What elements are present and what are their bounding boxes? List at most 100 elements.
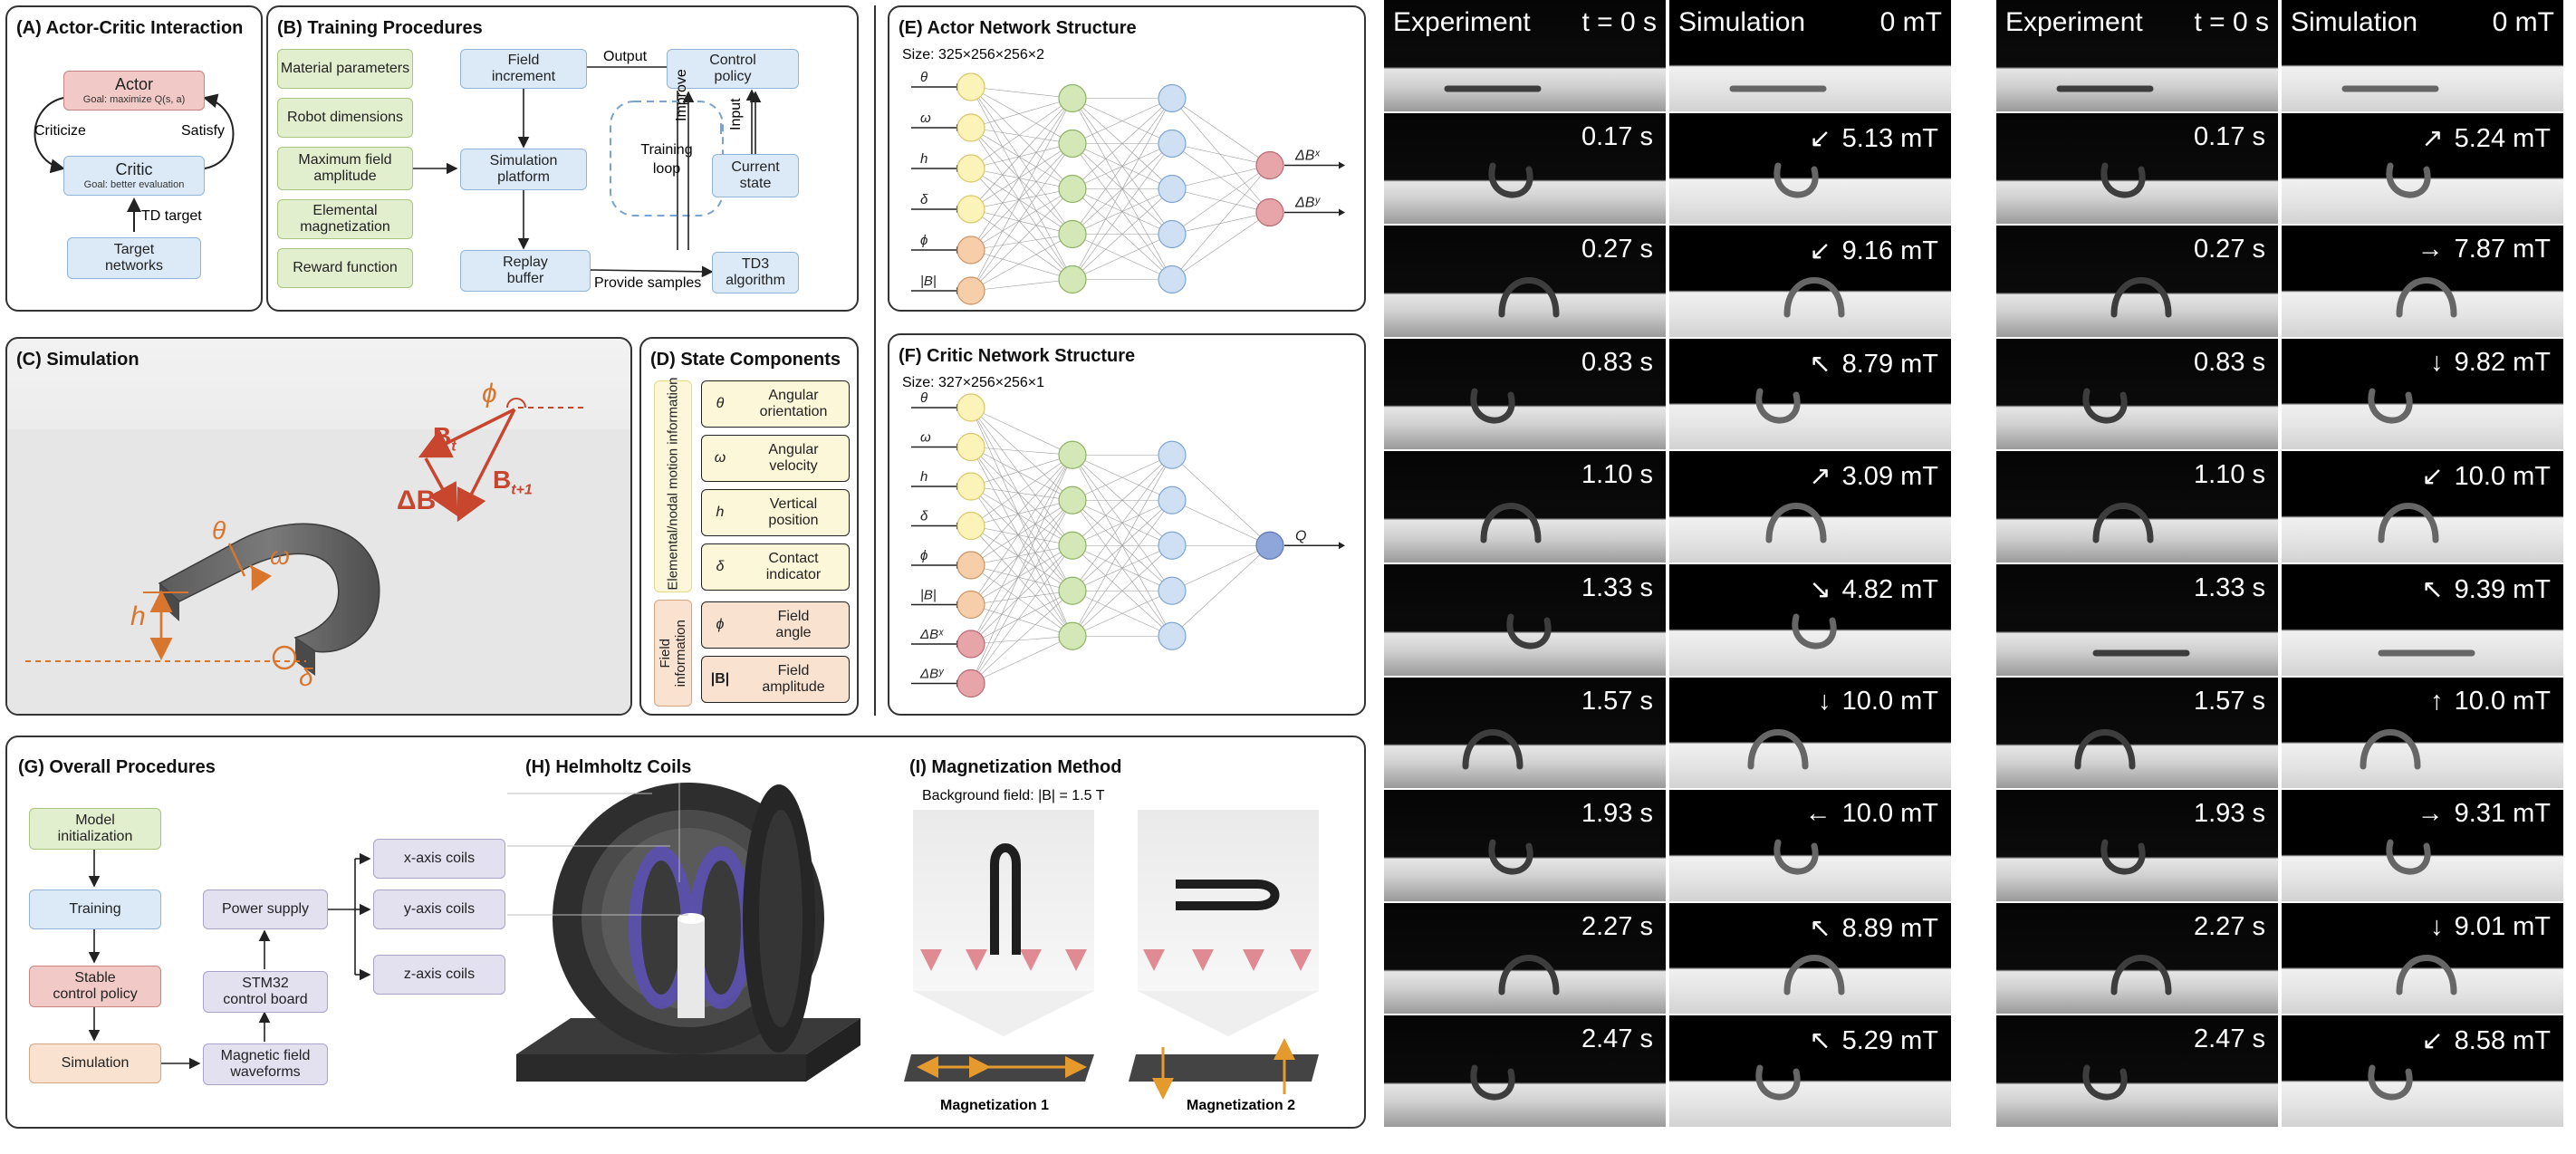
- grid1-field-label: ↗ 3.09 mT: [1809, 460, 1938, 492]
- field-direction-arrow-icon: ←: [1804, 799, 1831, 829]
- delta-label: δ: [299, 663, 313, 691]
- grid2-robot-shape: [2110, 955, 2172, 995]
- target-networks-line2: networks: [104, 258, 164, 274]
- panel-e-title: (E) Actor Network Structure: [899, 18, 1137, 38]
- grid2-field-value: 9.39 mT: [2454, 575, 2551, 604]
- grid2-robot-shape: [2378, 503, 2439, 543]
- grid1-field-label: ↖ 8.89 mT: [1809, 912, 1938, 944]
- grid1-robot-shape: [1462, 728, 1523, 770]
- critic-input-label: θ: [920, 390, 928, 406]
- grid1-robot-shape: [1488, 839, 1533, 875]
- actor-hidden2-node: [1158, 264, 1187, 294]
- panel-e: (E) Actor Network Structure Size: 325×25…: [888, 5, 1366, 312]
- grid2-robot-path: [2386, 839, 2431, 875]
- grid2-simulation-frame: ↖ 9.39 mT: [2282, 564, 2563, 676]
- model-line1: Model: [75, 812, 115, 828]
- grid2-robot-path: [2074, 728, 2136, 770]
- state-b-text: Field amplitude: [738, 663, 849, 697]
- grid1-robot-shape: [1773, 839, 1819, 875]
- critic-hidden1-node: [1058, 486, 1087, 514]
- grid2-time-label: 2.47 s: [2194, 1024, 2265, 1054]
- bt1-sub: t+1: [511, 482, 533, 498]
- field-direction-arrow-icon: ↖: [1809, 1026, 1831, 1056]
- state-theta: θ Angular orientation: [701, 380, 850, 428]
- grid2-robot-shape: [2074, 728, 2136, 770]
- grid1-time-label: 0.27 s: [1581, 235, 1653, 264]
- power-supply-box: Power supply: [203, 890, 328, 929]
- grid2-field-label: → 7.87 mT: [2417, 235, 2551, 264]
- grid1-simulation-frame: ↙ 5.13 mT: [1669, 112, 1951, 225]
- field-info-label: Field information: [657, 619, 688, 688]
- grid2-robot-path: [2378, 503, 2439, 543]
- field-direction-arrow-icon: ↗: [2421, 123, 2444, 153]
- training-loop-label: Training loop: [616, 141, 717, 179]
- grid2-experiment-frame: Experiment t = 0 s: [1996, 0, 2278, 111]
- grid2-experiment-frame: 1.93 s: [1996, 790, 2278, 901]
- grid2-field-value: 9.82 mT: [2454, 347, 2551, 377]
- state-omega-sym: ω: [714, 450, 726, 466]
- stm32-line1: STM32: [242, 975, 289, 991]
- actor-label: Actor: [114, 75, 153, 94]
- state-omega-l2: velocity: [769, 458, 818, 474]
- simulation-platform-box: Simulation platform: [460, 149, 587, 190]
- critic-input-node: [956, 668, 985, 698]
- grid1-experiment-frame: 0.27 s: [1384, 226, 1666, 337]
- grid2-robot-shape: [2100, 162, 2146, 198]
- actor-hidden2-node: [1158, 219, 1187, 249]
- grid2-simulation-frame: → 9.31 mT: [2282, 790, 2563, 901]
- grid2-time-label: 0.83 s: [2194, 347, 2265, 377]
- field-increment-line2: increment: [491, 69, 556, 84]
- grid1-field-value: 5.13 mT: [1841, 123, 1938, 153]
- grid2-robot-shape: [2368, 1064, 2413, 1101]
- actor-output-label: ΔBʸ: [1294, 196, 1321, 211]
- grid1-experiment-frame: 1.10 s: [1384, 451, 1666, 563]
- grid2-field-value: 9.01 mT: [2454, 911, 2551, 941]
- stable-policy-box: Stable control policy: [29, 966, 161, 1007]
- grid1-robot-path: [1470, 388, 1515, 424]
- actor-input-label: h: [920, 151, 928, 167]
- grid1-time-label: 0.17 s: [1581, 121, 1653, 151]
- grid1-simulation-frame: ↖ 5.29 mT: [1669, 1015, 1951, 1127]
- panel-f-title: (F) Critic Network Structure: [899, 346, 1136, 366]
- critic-input-label: ΔBˣ: [919, 627, 944, 642]
- actor-hidden1-node: [1058, 264, 1087, 294]
- grid2-robot-shape: [2056, 85, 2154, 92]
- grid2-robot-shape: [2396, 955, 2457, 995]
- bt-label: Bt: [433, 422, 457, 456]
- grid2-robot-path: [2082, 1064, 2128, 1101]
- sim-platform-line2: platform: [497, 169, 550, 185]
- grid2-robot-path: [2110, 955, 2172, 995]
- grid2-field-value: 8.58 mT: [2454, 1026, 2551, 1056]
- waveforms-line1: Magnetic field: [220, 1047, 311, 1063]
- grid2-simulation-frame: ↓ 9.82 mT: [2282, 338, 2563, 450]
- grid2-robot-shape: [2368, 388, 2413, 424]
- grid2-experiment-frame: 1.33 s: [1996, 564, 2278, 676]
- theta-label: θ: [212, 516, 226, 544]
- state-h-sym: h: [716, 505, 725, 520]
- panel-i-title: (I) Magnetization Method: [909, 757, 1122, 777]
- grid1-field-label: ↓ 10.0 mT: [1818, 687, 1938, 716]
- grid2-time-label: 1.57 s: [2194, 686, 2265, 716]
- grid2-robot-shape: [2341, 85, 2439, 92]
- grid2-simulation-frame: → 7.87 mT: [2282, 226, 2563, 337]
- actor-input-node: [956, 72, 985, 101]
- stable-line1: Stable: [74, 969, 116, 986]
- grid1-field-label: ↙ 9.16 mT: [1809, 235, 1938, 266]
- critic-output-node: [1255, 531, 1284, 560]
- grid1-field-value: 10.0 mT: [1841, 799, 1938, 829]
- critic-output-label: Q: [1295, 528, 1306, 543]
- grid1-field-value: 3.09 mT: [1841, 462, 1938, 492]
- critic-hidden1-node: [1058, 576, 1087, 605]
- grid2-time-label: 1.10 s: [2194, 460, 2265, 490]
- grid1-time-label: 0.83 s: [1581, 347, 1653, 377]
- improve-label: Improve: [674, 69, 689, 121]
- target-networks-line1: Target: [113, 241, 155, 257]
- magnetization-1-label: Magnetization 1: [940, 1098, 1050, 1113]
- panel-f: (F) Critic Network Structure Size: 327×2…: [888, 333, 1366, 716]
- critic-input-label: h: [920, 469, 928, 485]
- grid2-robot-path: [2100, 839, 2146, 875]
- grid2-time-label: 2.27 s: [2194, 911, 2265, 941]
- grid2-experiment-frame: 0.27 s: [1996, 226, 2278, 337]
- field-direction-arrow-icon: ↓: [1818, 686, 1831, 716]
- state-delta: δ Contact indicator: [701, 543, 850, 591]
